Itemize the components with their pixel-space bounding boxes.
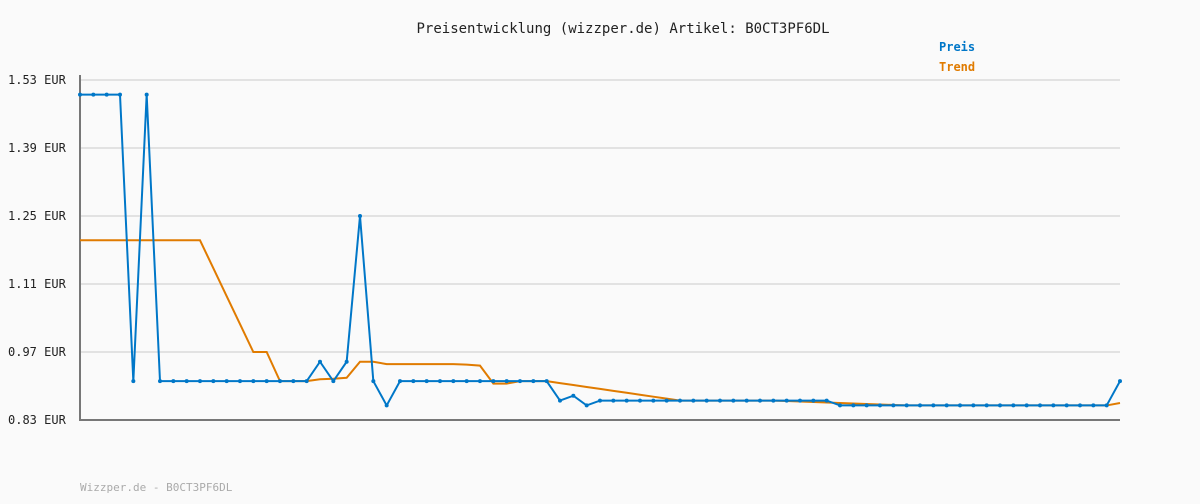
- data-point: [611, 398, 616, 403]
- data-point: [1104, 403, 1109, 408]
- data-point: [744, 398, 749, 403]
- data-point: [558, 398, 562, 403]
- data-point: [598, 398, 602, 403]
- y-tick-label: 1.25 EUR: [8, 209, 67, 223]
- data-point: [491, 379, 496, 384]
- data-point: [918, 403, 922, 408]
- data-point: [624, 398, 629, 403]
- chart-title: Preisentwicklung (wizzper.de) Artikel: B…: [416, 21, 829, 37]
- data-point: [291, 379, 296, 384]
- data-point: [424, 379, 429, 384]
- data-point: [398, 379, 402, 384]
- data-point: [1091, 403, 1096, 408]
- data-point: [771, 398, 776, 403]
- footer-text: Wizzper.de - B0CT3PF6DL: [80, 481, 233, 494]
- data-point: [664, 398, 669, 403]
- data-point: [958, 403, 962, 408]
- data-point: [784, 398, 789, 403]
- data-point: [1024, 403, 1029, 408]
- data-point: [358, 214, 362, 218]
- data-point: [198, 379, 202, 384]
- data-point: [1051, 403, 1056, 408]
- data-point: [944, 403, 949, 408]
- data-point: [318, 359, 322, 364]
- data-point: [1038, 403, 1042, 408]
- data-point: [931, 403, 936, 408]
- data-point: [1011, 403, 1016, 408]
- data-point: [584, 403, 589, 408]
- data-point: [104, 92, 109, 97]
- data-point: [811, 398, 816, 403]
- axes: [79, 75, 1120, 421]
- data-point: [758, 398, 762, 403]
- data-point: [264, 379, 269, 384]
- data-point: [78, 92, 82, 97]
- y-tick-label: 0.83 EUR: [8, 413, 67, 427]
- data-point: [438, 379, 442, 384]
- data-point: [731, 398, 736, 403]
- data-point: [704, 398, 709, 403]
- data-point: [798, 398, 802, 403]
- data-point: [864, 403, 869, 408]
- data-point: [344, 359, 349, 364]
- data-point: [878, 403, 882, 408]
- data-point: [531, 379, 536, 384]
- y-tick-label: 1.53 EUR: [8, 73, 67, 87]
- data-point: [91, 92, 96, 97]
- data-point: [171, 379, 176, 384]
- data-point: [504, 379, 509, 384]
- legend-trend: Trend: [939, 60, 975, 74]
- series-line-preis: [80, 93, 1121, 408]
- data-point: [891, 403, 896, 408]
- data-point: [371, 379, 376, 384]
- data-point: [251, 379, 256, 384]
- data-point: [451, 379, 456, 384]
- data-point: [184, 379, 189, 384]
- data-point: [838, 403, 842, 408]
- data-point: [304, 379, 309, 384]
- data-point: [118, 92, 122, 97]
- data-point: [384, 403, 389, 408]
- data-point: [971, 403, 976, 408]
- data-point: [1064, 403, 1069, 408]
- data-point: [824, 398, 829, 403]
- data-point: [904, 403, 909, 408]
- y-tick-label: 0.97 EUR: [8, 345, 67, 359]
- data-point: [678, 398, 682, 403]
- data-point: [518, 379, 522, 384]
- data-point: [651, 398, 656, 403]
- data-point: [464, 379, 469, 384]
- legend-preis: Preis: [939, 40, 975, 54]
- data-point: [238, 379, 242, 384]
- y-tick-label: 1.39 EUR: [8, 141, 67, 155]
- data-point: [1118, 379, 1122, 384]
- data-point: [984, 403, 989, 408]
- data-point: [478, 379, 482, 384]
- data-point: [144, 92, 149, 97]
- data-point: [1078, 403, 1082, 408]
- data-point: [691, 398, 696, 403]
- data-point: [718, 398, 722, 403]
- y-tick-label: 1.11 EUR: [8, 277, 67, 291]
- data-point: [331, 379, 336, 384]
- data-point: [224, 379, 229, 384]
- data-point: [544, 379, 549, 384]
- data-point: [638, 398, 642, 403]
- data-point: [411, 379, 416, 384]
- data-point: [851, 403, 856, 408]
- data-point: [211, 379, 216, 384]
- data-point: [158, 379, 162, 384]
- data-point: [278, 379, 282, 384]
- data-point: [571, 393, 576, 398]
- data-point: [998, 403, 1002, 408]
- data-point: [131, 379, 136, 384]
